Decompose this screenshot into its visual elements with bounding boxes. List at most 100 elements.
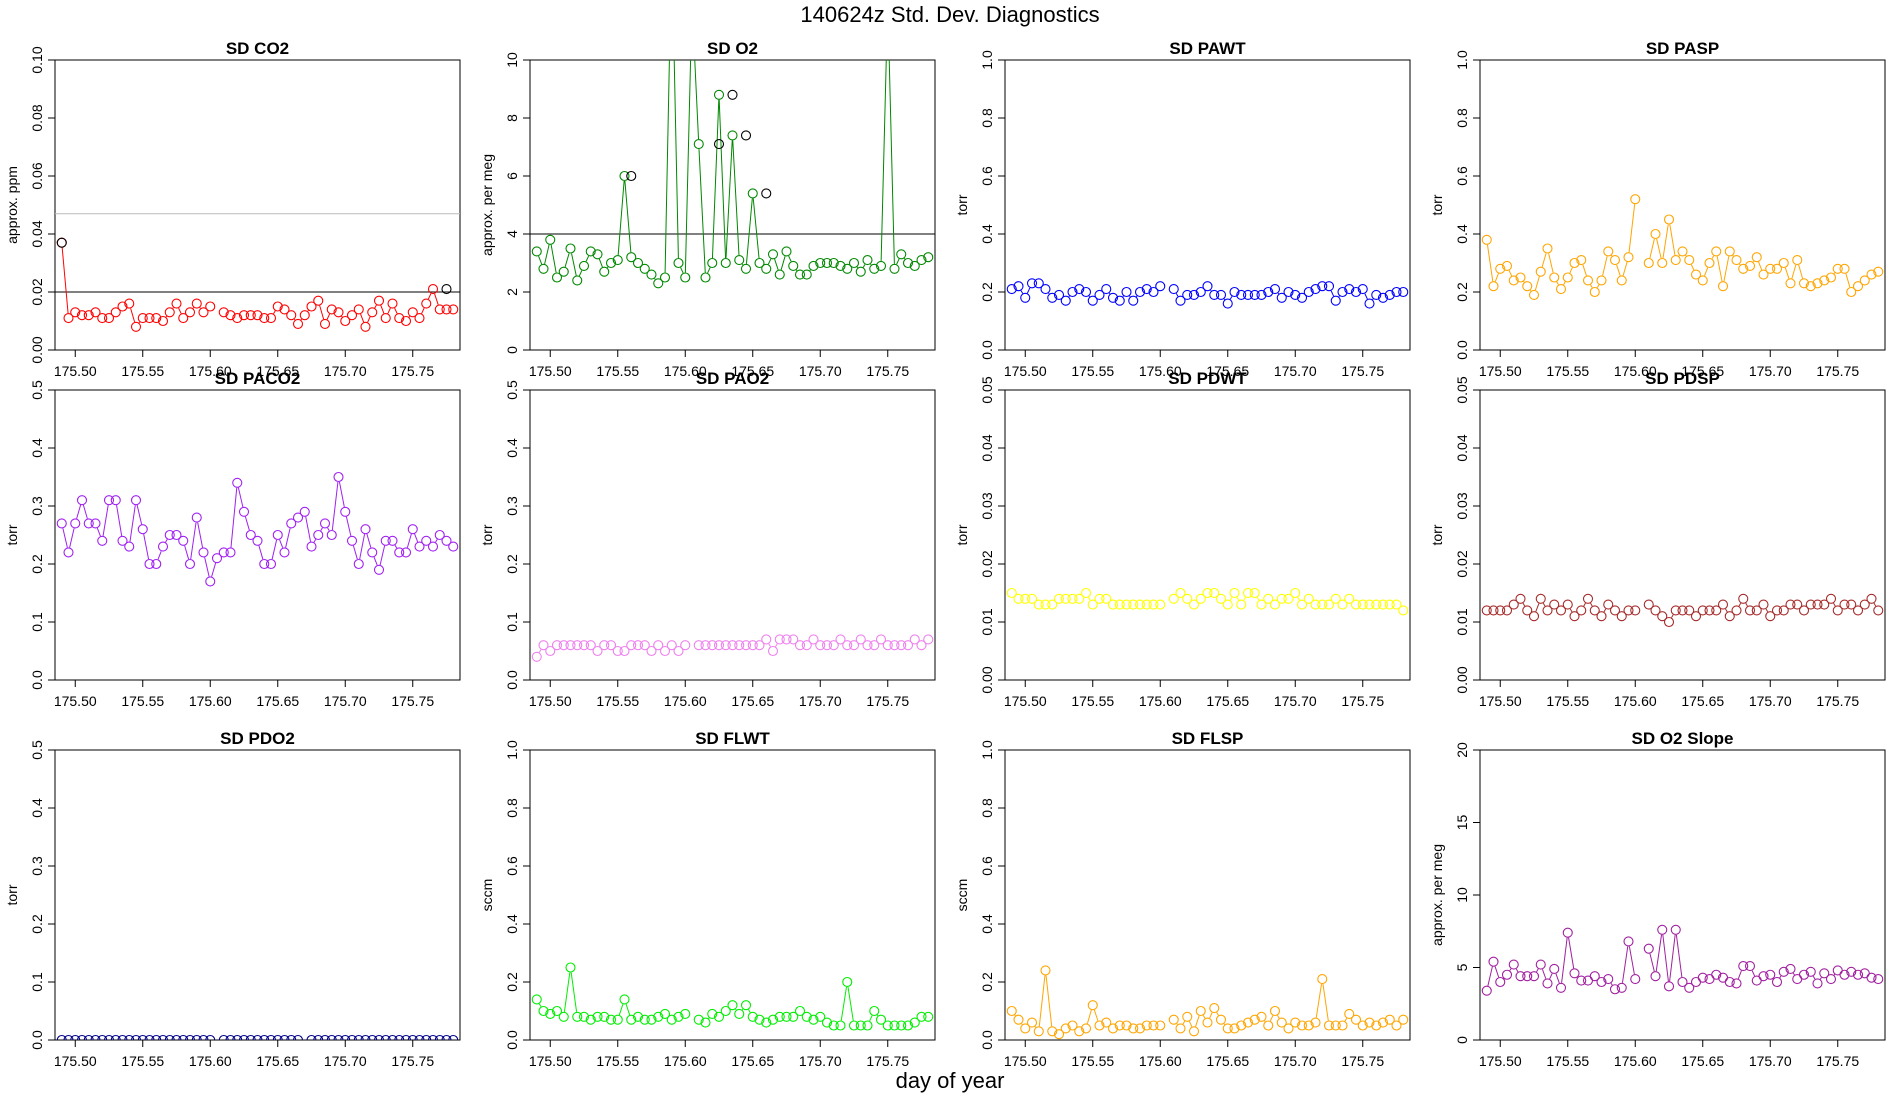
plot-frame <box>54 749 461 1041</box>
x-tick-label: 175.65 <box>1206 1053 1249 1069</box>
data-point <box>1215 1014 1227 1025</box>
line-segment <box>367 316 371 323</box>
data-point <box>144 558 155 570</box>
data-point <box>346 310 358 321</box>
line-segment <box>1655 934 1663 972</box>
data-point <box>707 1008 718 1019</box>
data-point <box>191 1034 202 1040</box>
data-point <box>407 524 418 535</box>
data-point <box>1744 605 1756 616</box>
x-tick-label: 175.75 <box>1341 693 1384 709</box>
data-point <box>1522 971 1533 982</box>
series-line <box>538 60 906 280</box>
data-point <box>232 1034 243 1040</box>
data-point <box>1852 969 1864 980</box>
line-segment <box>564 253 570 268</box>
x-tick-label: 175.70 <box>1274 363 1317 379</box>
data-point <box>842 976 853 988</box>
data-point <box>612 1014 623 1025</box>
data-point <box>1663 981 1675 992</box>
data-point <box>394 1034 405 1040</box>
data-point <box>1290 587 1301 599</box>
x-tick-label: 175.75 <box>391 363 434 379</box>
data-point <box>70 518 81 529</box>
data-point <box>1134 599 1146 610</box>
line-segment <box>1833 272 1836 274</box>
line-segment <box>1048 292 1050 295</box>
y-tick-label: 0.02 <box>29 278 45 305</box>
data-point <box>1677 976 1688 988</box>
data-point <box>1337 599 1348 610</box>
data-point <box>592 249 603 260</box>
x-tick-label: 175.60 <box>1139 693 1182 709</box>
data-point <box>414 1034 425 1040</box>
data-point <box>1357 284 1368 295</box>
chart-panel: SD PDSP torr 0.00 0.01 0.02 0.03 0.04 0.05 175.5… <box>1429 369 1886 709</box>
line-segment <box>1833 602 1836 607</box>
y-tick-label: 0.05 <box>979 376 995 403</box>
data-point <box>400 1034 412 1040</box>
data-point <box>1182 289 1193 300</box>
line-segment <box>96 527 101 537</box>
data-point <box>585 640 596 651</box>
x-tick-label: 175.75 <box>1816 1053 1859 1069</box>
line-segment <box>1590 284 1593 288</box>
data-point <box>923 252 934 263</box>
line-segment <box>1322 983 1329 1021</box>
x-tick-label: 175.70 <box>1274 1053 1317 1069</box>
data-point <box>1623 605 1634 616</box>
data-point <box>1508 959 1519 970</box>
data-point <box>117 301 128 312</box>
data-point <box>673 1011 684 1022</box>
line-segment <box>880 60 887 261</box>
data-point <box>740 640 752 651</box>
y-tick-label: 0.4 <box>29 438 45 458</box>
y-tick-label: 1.0 <box>979 740 995 760</box>
data-point <box>1657 611 1668 622</box>
data-point <box>558 1011 569 1022</box>
x-tick-label: 175.75 <box>1341 1053 1384 1069</box>
line-segment <box>380 305 385 314</box>
data-point <box>1229 587 1240 599</box>
data-point <box>875 1014 887 1025</box>
x-tick-label: 175.70 <box>1749 693 1792 709</box>
data-point <box>1330 295 1341 306</box>
data-point <box>137 313 148 324</box>
data-point <box>1256 289 1267 300</box>
data-point <box>1596 275 1607 286</box>
data-point <box>1155 1020 1166 1031</box>
data-point <box>286 1034 297 1040</box>
line-segment <box>1209 1012 1213 1019</box>
data-point <box>794 269 806 280</box>
data-point <box>1215 289 1227 300</box>
data-point <box>626 640 637 651</box>
chart-title: SD PAWT <box>1169 39 1246 58</box>
data-point <box>76 1034 88 1040</box>
line-segment <box>394 307 398 314</box>
chart-title: SD O2 <box>707 39 758 58</box>
data-point <box>1296 1020 1308 1031</box>
data-point <box>63 547 74 558</box>
data-point <box>1006 284 1017 295</box>
line-segment <box>331 481 339 531</box>
data-point <box>875 634 887 645</box>
data-point <box>1852 605 1864 616</box>
data-point <box>1276 593 1287 604</box>
data-point <box>1731 978 1742 989</box>
series-line <box>61 247 439 324</box>
y-axis-label: torr <box>1429 524 1445 545</box>
y-axis-label: torr <box>1429 194 1445 215</box>
line-segment <box>359 534 366 560</box>
chart-panel: SD PDWT torr 0.00 0.01 0.02 0.03 0.04 0.05 175.5… <box>954 369 1411 709</box>
x-tick-label: 175.50 <box>529 693 572 709</box>
line-segment <box>1758 261 1763 271</box>
data-point <box>1155 281 1166 292</box>
data-point <box>1364 298 1375 309</box>
line-segment <box>1223 298 1226 300</box>
data-point <box>1697 275 1708 286</box>
data-point <box>531 246 542 257</box>
x-tick-label: 175.55 <box>121 1053 164 1069</box>
data-point <box>164 529 175 541</box>
line-segment <box>273 310 276 315</box>
y-axis-label: approx. per meg <box>479 154 495 256</box>
